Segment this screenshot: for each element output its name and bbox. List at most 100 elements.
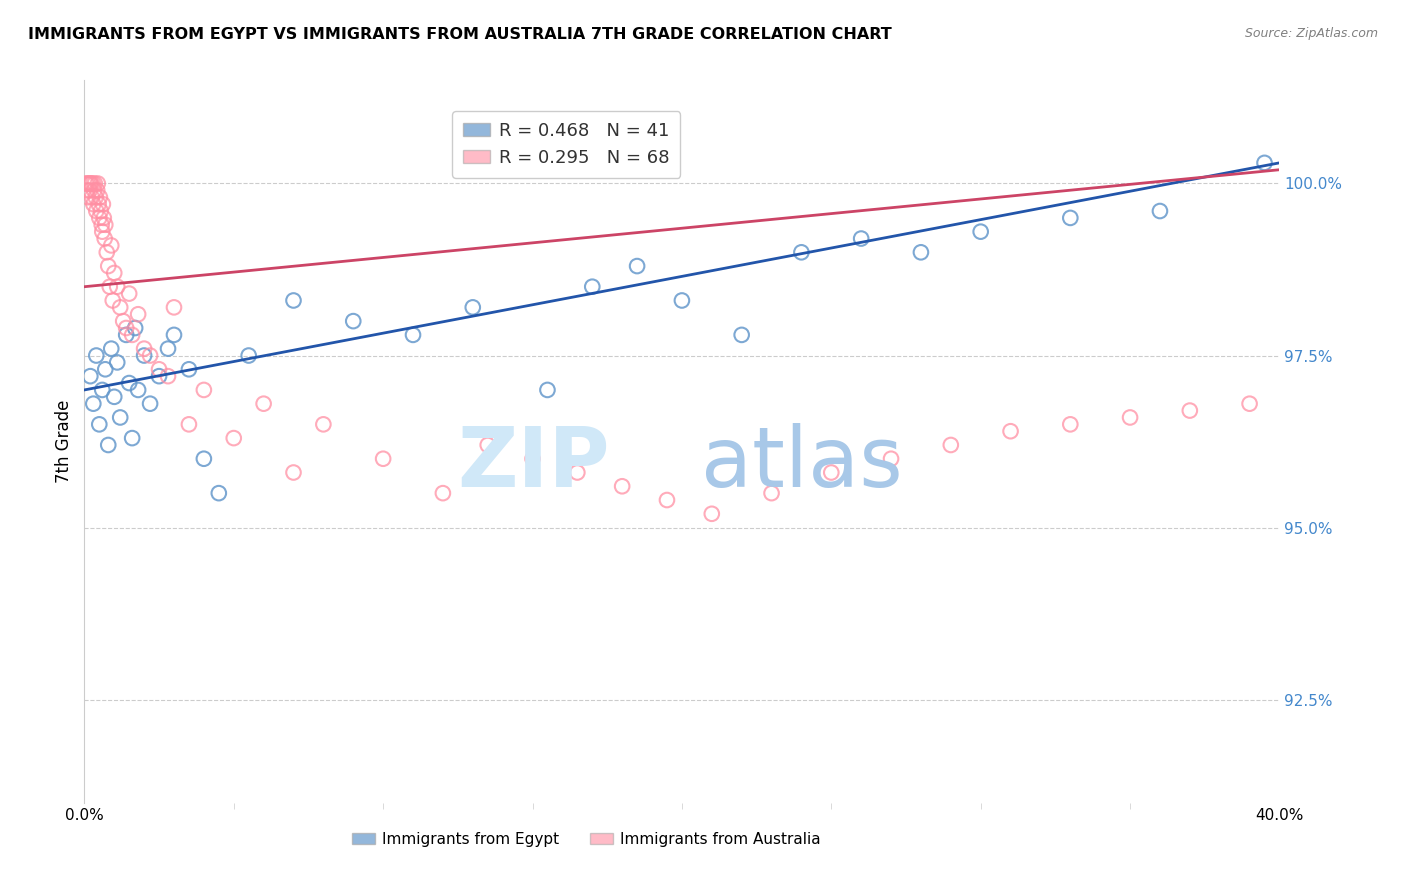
Point [80, 177, 103, 191]
Point [89, 417, 111, 432]
Point [373, 451, 395, 466]
Point [75, 177, 97, 191]
Point [121, 327, 143, 342]
Point [193, 451, 215, 466]
Point [87, 177, 110, 191]
Point [83, 183, 105, 197]
Point [93, 211, 115, 225]
Point [177, 417, 200, 432]
Point [89, 211, 111, 225]
Point [90, 204, 112, 219]
Point [1059, 211, 1081, 225]
Text: IMMIGRANTS FROM EGYPT VS IMMIGRANTS FROM AUSTRALIA 7TH GRADE CORRELATION CHART: IMMIGRANTS FROM EGYPT VS IMMIGRANTS FROM… [28, 27, 891, 42]
Point [700, 507, 723, 521]
Point [103, 390, 125, 404]
Point [105, 355, 128, 369]
Point [163, 301, 186, 315]
Point [163, 327, 186, 342]
Point [253, 397, 276, 411]
Point [112, 314, 135, 328]
Point [94, 218, 117, 232]
Point [124, 321, 146, 335]
Point [148, 369, 170, 384]
Point [110, 410, 132, 425]
Point [157, 369, 180, 384]
Point [820, 466, 842, 480]
Point [910, 245, 932, 260]
Point [91, 225, 114, 239]
Point [939, 438, 962, 452]
Point [283, 293, 305, 308]
Point [94, 362, 117, 376]
Legend: Immigrants from Egypt, Immigrants from Australia: Immigrants from Egypt, Immigrants from A… [346, 826, 827, 853]
Text: ZIP: ZIP [458, 423, 610, 504]
Point [880, 451, 903, 466]
Point [83, 177, 105, 191]
Point [76, 177, 98, 191]
Point [132, 349, 156, 363]
Point [222, 431, 245, 445]
Point [342, 314, 364, 328]
Point [97, 259, 120, 273]
Point [193, 383, 215, 397]
Point [851, 231, 873, 245]
Point [103, 266, 125, 280]
Point [1000, 424, 1022, 438]
Point [82, 197, 104, 211]
Point [536, 383, 558, 397]
Point [626, 259, 648, 273]
Point [127, 383, 149, 397]
Point [567, 466, 589, 480]
Point [77, 190, 100, 204]
Point [86, 204, 108, 219]
Point [1239, 397, 1261, 411]
Point [581, 279, 603, 293]
Point [283, 466, 305, 480]
Point [208, 486, 231, 500]
Text: Source: ZipAtlas.com: Source: ZipAtlas.com [1244, 27, 1378, 40]
Point [82, 177, 104, 191]
Point [655, 493, 678, 508]
Point [139, 349, 162, 363]
Point [432, 486, 454, 500]
Point [89, 190, 111, 204]
Point [97, 438, 120, 452]
Point [312, 417, 335, 432]
Text: atlas: atlas [700, 423, 903, 504]
Point [90, 218, 112, 232]
Point [77, 177, 100, 191]
Point [522, 451, 544, 466]
Point [86, 183, 108, 197]
Point [100, 342, 122, 356]
Point [101, 293, 124, 308]
Point [118, 286, 141, 301]
Point [79, 177, 101, 191]
Point [139, 397, 162, 411]
Point [1253, 156, 1275, 170]
Point [84, 190, 107, 204]
Point [93, 231, 115, 245]
Point [790, 245, 813, 260]
Point [87, 197, 110, 211]
Point [121, 431, 143, 445]
Point [970, 225, 993, 239]
Point [402, 327, 425, 342]
Point [79, 183, 101, 197]
Point [79, 369, 101, 384]
Point [132, 342, 156, 356]
Point [1119, 410, 1142, 425]
Point [731, 327, 754, 342]
Point [1149, 204, 1171, 219]
Point [177, 362, 200, 376]
Point [91, 197, 114, 211]
Point [105, 279, 128, 293]
Point [115, 327, 138, 342]
Point [671, 293, 693, 308]
Point [82, 397, 104, 411]
Point [127, 307, 149, 321]
Point [761, 486, 783, 500]
Point [100, 238, 122, 252]
Point [76, 183, 98, 197]
Point [86, 349, 108, 363]
Point [110, 301, 132, 315]
